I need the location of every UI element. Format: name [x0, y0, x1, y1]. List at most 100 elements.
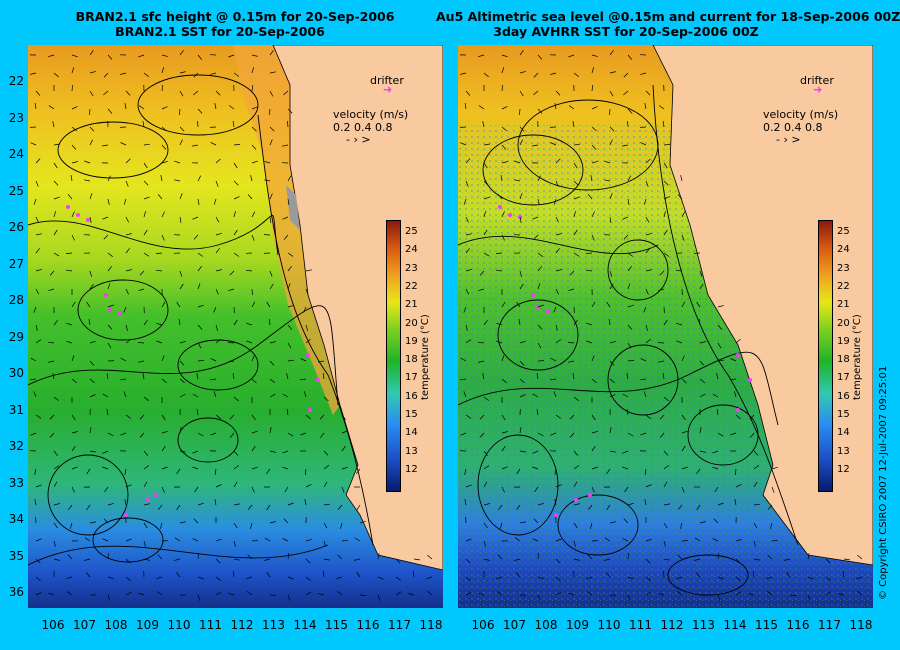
current-arrow: [287, 305, 294, 308]
current-arrow: [251, 67, 255, 74]
current-arrow: [233, 196, 240, 200]
current-arrow: [251, 85, 254, 92]
left-colorbar-title: temperature (°C): [420, 314, 431, 400]
current-arrow: [179, 139, 183, 146]
current-arrow: [161, 378, 167, 384]
current-arrow: [663, 396, 669, 402]
current-arrow: [483, 481, 488, 488]
current-arrow: [645, 232, 652, 236]
current-arrow: [569, 270, 575, 276]
current-arrow: [717, 502, 724, 506]
current-arrow: [305, 288, 309, 295]
current-arrow: [33, 198, 37, 205]
current-arrow: [519, 360, 525, 366]
drifter-legend-label: drifter: [370, 74, 404, 87]
colorbar-tick-label: 24: [837, 244, 850, 256]
current-arrow: [120, 142, 127, 146]
current-arrow: [465, 180, 469, 187]
current-arrow: [569, 414, 575, 420]
current-arrow: [519, 378, 525, 384]
current-arrow: [229, 432, 235, 438]
current-arrow: [606, 301, 611, 308]
current-arrow: [305, 338, 311, 344]
latitude-tick-label: 25: [8, 183, 24, 198]
longitude-tick-label: 107: [503, 618, 526, 632]
current-arrow: [555, 324, 558, 331]
current-arrow: [627, 283, 631, 290]
current-arrow: [356, 571, 361, 578]
current-arrow: [482, 373, 485, 380]
current-arrow: [663, 558, 670, 561]
current-arrow: [232, 121, 235, 128]
longitude-tick-label: 115: [755, 618, 778, 632]
current-arrow: [681, 378, 687, 384]
current-arrow: [89, 90, 94, 97]
current-arrow: [161, 106, 168, 110]
current-arrow: [359, 594, 367, 596]
current-arrow: [640, 432, 647, 436]
current-arrow: [303, 306, 307, 313]
current-arrow: [318, 593, 325, 596]
latitude-tick-label: 35: [8, 548, 24, 563]
longitude-tick-label: 107: [73, 618, 96, 632]
current-arrow: [48, 288, 55, 292]
current-arrow: [627, 324, 633, 330]
current-arrow: [53, 180, 59, 186]
current-arrow: [228, 592, 235, 596]
current-arrow: [555, 269, 562, 272]
current-arrow: [213, 391, 217, 398]
current-arrow: [197, 54, 203, 60]
current-arrow: [644, 499, 647, 506]
current-arrow: [246, 576, 253, 580]
current-arrow: [677, 504, 683, 510]
current-arrow: [107, 342, 112, 349]
current-arrow: [586, 322, 593, 326]
current-arrow: [264, 558, 271, 561]
current-arrow: [156, 322, 163, 326]
current-arrow: [192, 393, 199, 398]
current-arrow: [713, 518, 719, 524]
current-arrow: [35, 538, 42, 542]
current-arrow: [71, 301, 76, 308]
current-arrow: [197, 283, 201, 290]
current-arrow: [120, 378, 127, 381]
current-arrow: [120, 357, 127, 362]
left-title-line1: BRAN2.1 sfc height @ 0.15m for 20-Sep-20…: [75, 9, 395, 24]
current-arrow: [305, 484, 312, 488]
current-arrow: [143, 180, 149, 186]
current-arrow: [251, 445, 256, 452]
current-arrow: [663, 540, 666, 547]
current-arrow: [359, 520, 366, 524]
current-arrow: [341, 486, 345, 493]
current-arrow: [89, 126, 95, 132]
current-arrow: [213, 306, 217, 313]
current-arrow: [246, 322, 253, 326]
current-arrow: [699, 393, 706, 398]
current-arrow: [269, 283, 274, 290]
current-arrow: [585, 269, 593, 272]
current-arrow: [138, 288, 145, 292]
current-arrow: [192, 538, 199, 542]
current-arrow: [123, 198, 127, 205]
current-arrow: [107, 503, 114, 506]
current-arrow: [123, 391, 127, 398]
current-arrow: [71, 84, 73, 92]
current-arrow: [645, 591, 652, 596]
current-arrow: [233, 481, 238, 488]
current-arrow: [103, 518, 109, 524]
current-arrow: [533, 518, 539, 524]
current-arrow: [460, 378, 467, 381]
current-arrow: [730, 378, 737, 381]
sea-level-contours: [458, 84, 799, 596]
current-arrow: [699, 360, 705, 366]
current-arrow: [53, 522, 58, 529]
current-arrow: [555, 484, 562, 488]
current-arrow: [483, 229, 488, 236]
current-arrow: [71, 67, 75, 74]
current-arrow: [627, 552, 629, 560]
current-arrow: [34, 103, 37, 110]
current-arrow: [102, 450, 109, 454]
current-arrow: [161, 144, 167, 150]
current-arrow: [71, 211, 75, 218]
current-arrow: [501, 67, 505, 74]
